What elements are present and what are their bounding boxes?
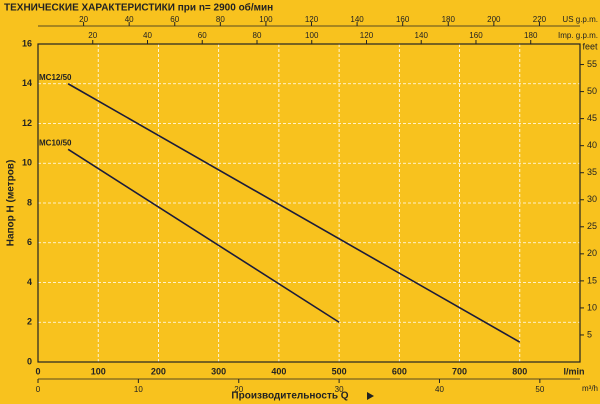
y-tick-label: 0 [27,356,32,366]
tick-label: 40 [435,385,444,394]
y2-tick-label: 50 [587,86,597,96]
tick-label: 140 [415,31,429,40]
x-unit: l/min [563,366,584,376]
series-label: MC10/50 [39,138,72,147]
x-tick-label: 400 [271,366,286,376]
y-tick-label: 4 [27,277,32,287]
tick-label: 80 [216,15,225,24]
tick-label: 80 [253,31,262,40]
tick-label: 220 [533,15,547,24]
x-tick-label: 500 [332,366,347,376]
y2-tick-label: 55 [587,59,597,69]
tick-label: 160 [469,31,483,40]
x-axis-title: Производительность Q [231,391,348,402]
y-tick-label: 14 [22,78,32,88]
arrow-icon [367,392,374,400]
y2-tick-label: 30 [587,194,597,204]
y2-tick-label: 40 [587,140,597,150]
tick-label: 120 [305,15,319,24]
tick-label: 200 [487,15,501,24]
series-label: MC12/50 [39,73,72,82]
plot-frame [37,43,581,363]
x-tick-label: 100 [91,366,106,376]
y2-unit: feet [582,41,598,51]
tick-label: 40 [125,15,134,24]
tick-label: 100 [259,15,273,24]
x-tick-label: 200 [151,366,166,376]
y-tick-label: 12 [22,118,32,128]
y2-tick-label: 10 [587,302,597,312]
tick-label: 180 [524,31,538,40]
tick-label: 160 [396,15,410,24]
x-tick-label: 0 [35,366,40,376]
tick-label: 30 [335,385,344,394]
y2-tick-label: 35 [587,167,597,177]
tick-label: 10 [134,385,143,394]
y2-tick-label: 20 [587,248,597,258]
tick-label: 20 [79,15,88,24]
y-axis-title: Напор H (метров) [6,160,17,247]
tick-label: 100 [305,31,319,40]
tick-label: 60 [170,15,179,24]
axis-unit: m³/h [582,384,598,393]
tick-label: 180 [442,15,456,24]
curve [67,83,521,343]
chart-title: ТЕХНИЧЕСКИЕ ХАРАКТЕРИСТИКИ при n= 2900 о… [4,2,273,14]
y-tick-label: 6 [27,237,32,247]
y2-tick-label: 45 [587,113,597,123]
axis-unit: US g.p.m. [562,15,598,24]
curve [67,148,340,323]
y-tick-label: 2 [27,317,32,327]
y-tick-label: 10 [22,158,32,168]
tick-label: 20 [234,385,243,394]
y2-tick-label: 5 [587,329,592,339]
x-tick-label: 300 [211,366,226,376]
tick-label: 140 [350,15,364,24]
tick-label: 60 [198,31,207,40]
x-tick-label: 600 [392,366,407,376]
y2-tick-label: 15 [587,275,597,285]
x-tick-label: 800 [512,366,527,376]
y2-tick-label: 25 [587,221,597,231]
tick-label: 50 [535,385,544,394]
tick-label: 120 [360,31,374,40]
axis-unit: Imp. g.p.m. [558,31,598,40]
tick-label: 40 [143,31,152,40]
y-tick-label: 8 [27,197,32,207]
tick-label: 20 [88,31,97,40]
tick-label: 0 [36,385,41,394]
x-tick-label: 700 [452,366,467,376]
y-tick-label: 16 [22,38,32,48]
